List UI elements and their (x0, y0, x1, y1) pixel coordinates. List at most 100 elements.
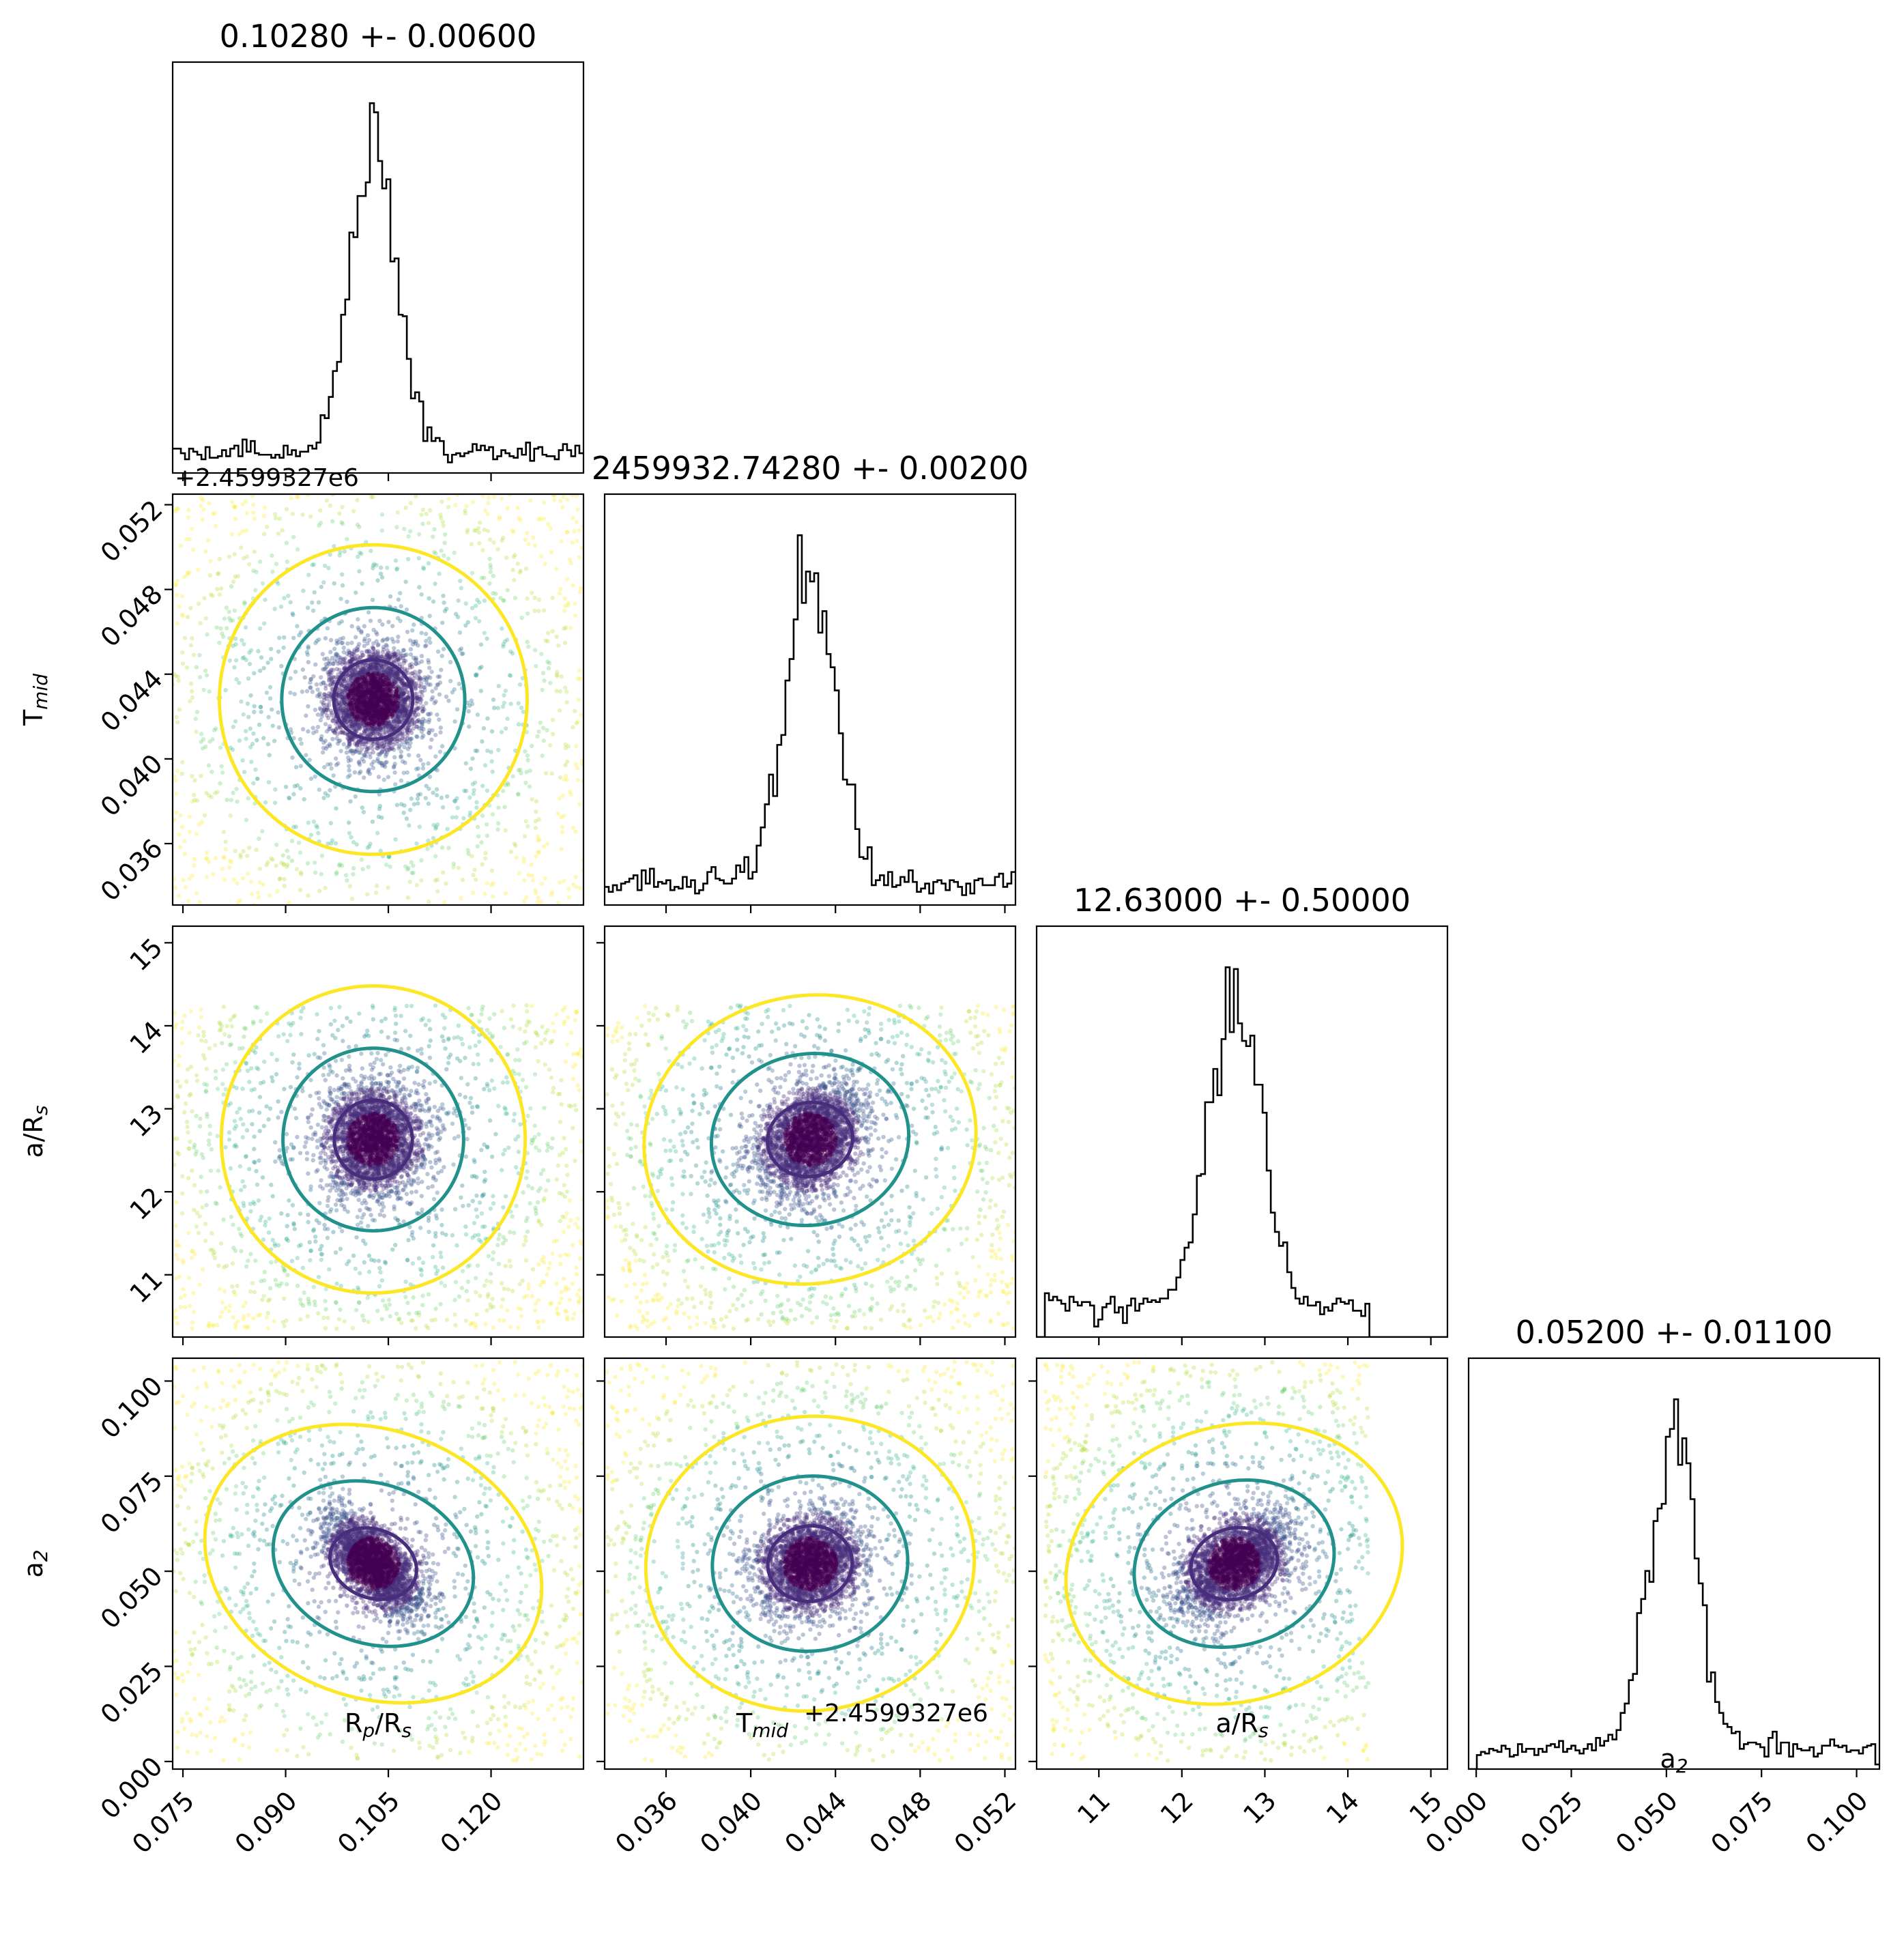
sample-point (491, 894, 495, 899)
sample-point (426, 1292, 431, 1297)
sample-point (469, 542, 474, 547)
sample-point (175, 1321, 180, 1326)
sample-point (539, 1041, 544, 1046)
sample-point (510, 528, 515, 533)
sample-point (304, 689, 310, 693)
sample-point (365, 641, 370, 646)
sample-point (351, 872, 356, 877)
sample-point (375, 643, 380, 648)
sample-point (190, 874, 195, 878)
sample-point (215, 586, 220, 592)
sample-point (497, 515, 502, 519)
sample-point (377, 806, 382, 812)
sample-point (314, 823, 319, 829)
sample-point (521, 856, 526, 861)
sample-point (505, 717, 510, 721)
sample-point (392, 653, 397, 658)
sample-point (512, 1231, 517, 1235)
sample-point (322, 692, 327, 697)
sample-point (233, 719, 238, 724)
sample-point (523, 1029, 528, 1034)
sample-point (173, 582, 179, 587)
sample-point (327, 674, 332, 680)
sample-point (258, 1312, 263, 1317)
sample-point (510, 651, 515, 656)
sample-point (473, 1276, 478, 1280)
sample-point (357, 740, 362, 745)
sample-point (402, 715, 407, 720)
sample-point (215, 1134, 220, 1138)
sample-point (207, 689, 212, 694)
sample-point (268, 646, 274, 652)
sample-point (352, 648, 357, 652)
sample-point (313, 707, 318, 713)
sample-point (321, 708, 326, 713)
sample-point (279, 663, 284, 668)
sample-point (329, 668, 334, 672)
sample-point (533, 825, 538, 831)
sample-point (353, 741, 358, 746)
sample-point (299, 741, 304, 746)
sample-point (522, 834, 528, 839)
sample-point (227, 865, 232, 870)
sample-point (573, 1158, 577, 1164)
sample-point (495, 706, 500, 711)
sample-point (334, 719, 338, 724)
sample-point (564, 1163, 569, 1168)
sample-point (390, 736, 394, 742)
sample-point (243, 1300, 248, 1305)
sample-point (173, 810, 179, 815)
sample-point (556, 900, 561, 905)
sample-point (479, 1011, 484, 1017)
sample-point (234, 1086, 239, 1091)
sample-point (210, 593, 215, 599)
sample-point (394, 672, 399, 676)
sample-point (392, 770, 397, 775)
sample-point (465, 1279, 470, 1284)
sample-point (315, 712, 321, 717)
sample-point (240, 758, 245, 763)
sample-point (366, 770, 371, 775)
sample-point (431, 790, 435, 795)
sample-point (246, 1259, 250, 1263)
sample-point (371, 627, 376, 633)
sample-point (444, 794, 450, 799)
sample-point (422, 719, 428, 723)
sample-point (554, 1177, 559, 1182)
sample-point (225, 1024, 229, 1029)
sample-point (360, 1313, 365, 1319)
sample-point (287, 796, 292, 801)
sample-point (500, 626, 504, 631)
sample-point (347, 650, 352, 655)
sample-point (326, 670, 330, 675)
sample-point (220, 1067, 226, 1072)
sample-point (257, 880, 262, 885)
sample-point (513, 595, 518, 601)
sample-point (562, 1021, 566, 1027)
sample-point (241, 849, 246, 854)
sample-point (408, 1282, 413, 1287)
sample-point (220, 867, 225, 872)
sample-point (574, 1272, 579, 1277)
sample-point (561, 1276, 566, 1281)
sample-point (237, 680, 242, 685)
sample-point (490, 769, 495, 774)
sample-point (351, 652, 357, 657)
sample-point (356, 750, 362, 755)
sample-point (414, 713, 418, 717)
sample-point (364, 747, 370, 751)
sample-point (273, 1278, 278, 1282)
sample-point (326, 842, 330, 846)
sample-point (574, 744, 579, 749)
sample-point (355, 743, 360, 748)
sample-point (540, 670, 546, 676)
sample-point (475, 824, 480, 829)
sample-point (518, 569, 523, 573)
sample-point (220, 1041, 225, 1046)
sample-point (554, 566, 559, 571)
sample-point (467, 795, 472, 800)
sample-point (429, 1318, 434, 1323)
sample-point (375, 578, 380, 583)
sample-point (439, 668, 444, 672)
